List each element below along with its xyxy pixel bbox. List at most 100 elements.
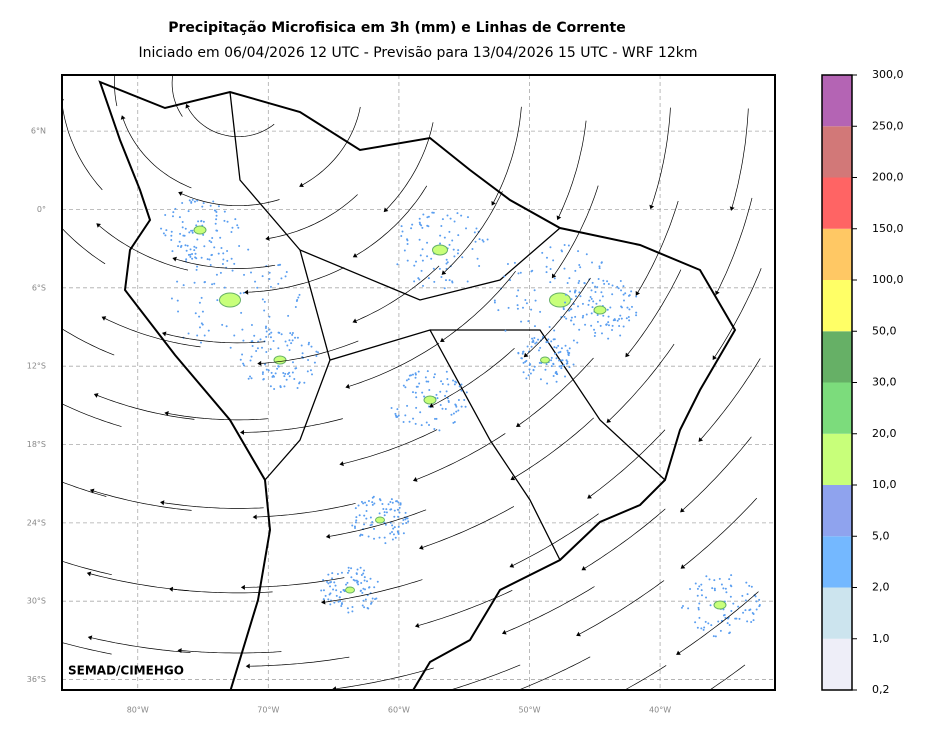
precip-speck — [537, 349, 540, 352]
precip-core — [219, 292, 241, 308]
precip-speck — [541, 251, 544, 254]
streamline — [579, 580, 665, 635]
precip-speck — [194, 312, 197, 315]
precip-core — [273, 355, 287, 365]
streamline-arrow — [25, 302, 30, 306]
precip-speck — [359, 566, 362, 569]
precip-speck — [196, 199, 199, 202]
precip-speck — [529, 363, 532, 366]
precip-speck — [231, 269, 234, 272]
precip-speck — [549, 268, 552, 271]
streamline — [181, 193, 280, 207]
precip-speck — [354, 521, 357, 524]
precip-speck — [189, 253, 192, 256]
precip-speck — [193, 281, 196, 284]
precip-speck — [585, 253, 588, 256]
precip-speck — [383, 536, 386, 539]
streamline — [62, 481, 107, 497]
precip-speck — [552, 362, 555, 365]
precip-speck — [435, 393, 438, 396]
precip-speck — [694, 582, 697, 585]
precip-speck — [201, 310, 204, 313]
precip-speck — [214, 222, 217, 225]
streamline — [165, 333, 266, 344]
precip-speck — [590, 312, 593, 315]
precip-speck — [537, 338, 540, 341]
streamline-arrow — [501, 629, 507, 635]
precip-speck — [445, 390, 448, 393]
precip-speck — [394, 536, 397, 539]
precip-speck — [385, 511, 388, 514]
precip-speck — [545, 271, 548, 274]
precip-speck — [353, 525, 356, 528]
streamline — [519, 357, 594, 425]
precip-speck — [565, 359, 568, 362]
precip-speck — [521, 352, 524, 355]
precip-speck — [622, 299, 625, 302]
precip-speck — [590, 289, 593, 292]
precip-speck — [533, 325, 536, 328]
precip-speck — [741, 594, 744, 597]
precip-speck — [533, 289, 536, 292]
precip-speck — [528, 368, 531, 371]
precip-speck — [265, 368, 268, 371]
precip-speck — [572, 363, 575, 366]
streamline-arrow — [491, 200, 496, 206]
precip-speck — [259, 338, 262, 341]
precip-speck — [555, 380, 558, 383]
precip-speck — [407, 378, 410, 381]
precip-speck — [225, 325, 228, 328]
streamline — [683, 497, 758, 567]
precip-speck — [217, 205, 220, 208]
precip-speck — [552, 259, 555, 262]
precip-speck — [247, 377, 250, 380]
precip-speck — [616, 319, 619, 322]
precip-speck — [176, 299, 179, 302]
precip-speck — [256, 286, 259, 289]
precip-speck — [732, 602, 735, 605]
precip-speck — [513, 261, 516, 264]
precip-speck — [184, 244, 187, 247]
precip-speck — [196, 238, 199, 241]
precip-speck — [376, 580, 379, 583]
precip-speck — [422, 213, 425, 216]
precip-speck — [233, 334, 236, 337]
precip-speck — [427, 225, 430, 228]
precip-speck — [607, 321, 610, 324]
precip-speck — [577, 250, 580, 253]
precip-speck — [481, 239, 484, 242]
precip-speck — [448, 243, 451, 246]
precip-speck — [525, 377, 528, 380]
precip-speck — [277, 347, 280, 350]
precip-speck — [393, 526, 396, 529]
precip-speck — [431, 211, 434, 214]
streamline-arrow — [101, 316, 107, 321]
streamline — [163, 502, 264, 509]
precip-speck — [394, 412, 397, 415]
precip-speck — [700, 627, 703, 630]
precip-speck — [269, 385, 272, 388]
precip-speck — [689, 587, 692, 590]
precip-speck — [525, 359, 528, 362]
precip-speck — [539, 378, 542, 381]
colorbar: 0,2 1,0 2,0 5,0 10,0 20,0 30,0 50,0 100,0 150,0 20… — [821, 68, 904, 696]
precip-speck — [728, 623, 731, 626]
colorbar-tick-label: 20,0 — [872, 427, 897, 440]
precip-speck — [568, 277, 571, 280]
precip-speck — [696, 626, 699, 629]
precip-speck — [681, 604, 684, 607]
precip-speck — [239, 358, 242, 361]
precip-speck — [619, 279, 622, 282]
precip-speck — [199, 341, 202, 344]
colorbar-segment — [822, 331, 852, 383]
precip-speck — [359, 589, 362, 592]
precip-speck — [363, 606, 366, 609]
streamline-arrow — [172, 256, 177, 262]
precip-speck — [553, 329, 556, 332]
streamline-arrow — [441, 270, 447, 275]
streamline-arrow — [422, 695, 427, 700]
precip-speck — [607, 283, 610, 286]
precip-speck — [607, 324, 610, 327]
streamline-arrow — [419, 544, 424, 550]
streamline-arrow — [244, 289, 249, 295]
